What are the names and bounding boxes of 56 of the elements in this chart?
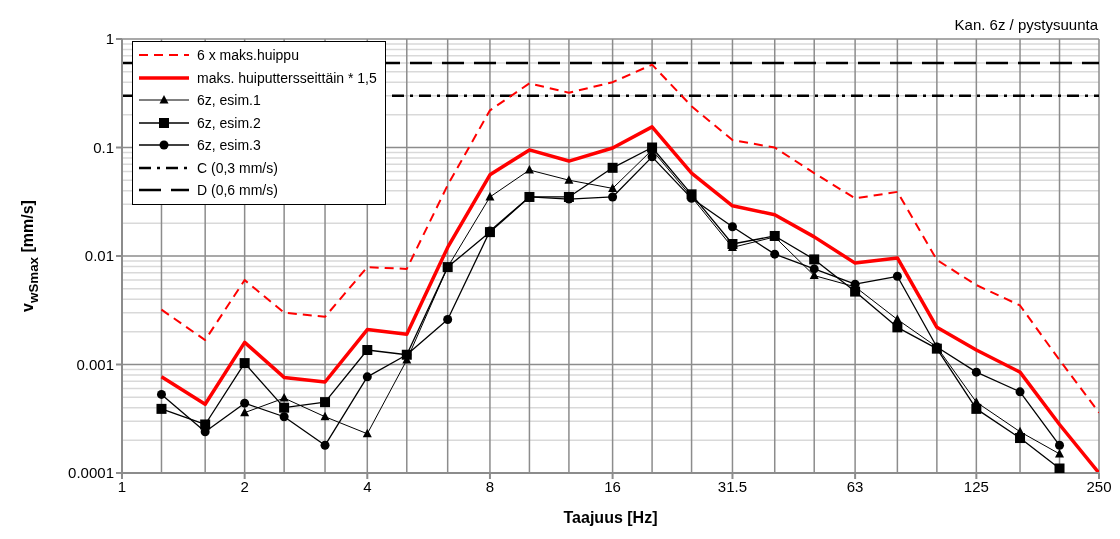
x-tick-label: 16: [604, 477, 621, 495]
x-tick-label: 63: [846, 477, 864, 495]
point: [524, 165, 534, 174]
point: [320, 397, 331, 408]
legend-label: D (0,6 mm/s): [197, 182, 278, 199]
point: [647, 152, 657, 162]
x-axis-title: Taajuus [Hz]: [562, 509, 659, 527]
point: [156, 389, 166, 399]
legend-label: 6z, esim.2: [197, 114, 261, 131]
legend-label: maks. huiputtersseittäin * 1,5: [197, 69, 377, 86]
point: [240, 398, 250, 408]
y-tick-label: 0.01: [84, 247, 114, 265]
point: [607, 162, 618, 173]
legend-label: 6 x maks.huippu: [197, 47, 299, 64]
point: [362, 345, 373, 356]
point: [1054, 463, 1065, 473]
x-tick-label: 2: [240, 477, 249, 495]
y-tick-label: 0.001: [76, 355, 114, 373]
x-tick-label: 4: [363, 477, 372, 495]
chart-title: Kan. 6z / pystysuunta: [954, 16, 1098, 33]
point: [892, 271, 902, 281]
x-tick-label: 250: [1086, 477, 1112, 495]
y-tick-label: 0.1: [93, 138, 114, 156]
legend-label: 6z, esim.3: [197, 137, 261, 154]
point: [564, 175, 574, 184]
point: [727, 222, 737, 232]
point: [850, 286, 861, 297]
point: [279, 402, 290, 413]
point: [362, 372, 372, 382]
point: [892, 322, 903, 333]
point: [1015, 387, 1025, 397]
y-tick-label: 1: [105, 30, 114, 48]
point: [1015, 433, 1026, 444]
legend-label: 6z, esim.1: [197, 92, 261, 109]
point: [279, 393, 289, 402]
point: [971, 367, 981, 377]
point: [1055, 440, 1065, 450]
point: [320, 411, 330, 421]
x-tick-label: 1: [117, 477, 127, 495]
point: [770, 249, 780, 259]
y-tick-label: 0.0001: [68, 464, 114, 482]
x-tick-label: 125: [963, 477, 989, 495]
point: [240, 407, 250, 417]
point: [809, 264, 819, 274]
point: [971, 403, 982, 414]
point: [362, 428, 372, 438]
x-tick-label: 8: [485, 477, 495, 495]
line-series: [160, 63, 1099, 414]
point: [809, 254, 820, 265]
point: [156, 403, 167, 414]
point: [443, 314, 453, 324]
legend-label: C (0,3 mm/s): [197, 159, 278, 176]
point: [239, 358, 250, 369]
x-tick-label: 31.5: [717, 477, 748, 495]
point: [279, 412, 289, 422]
point: [320, 440, 330, 450]
